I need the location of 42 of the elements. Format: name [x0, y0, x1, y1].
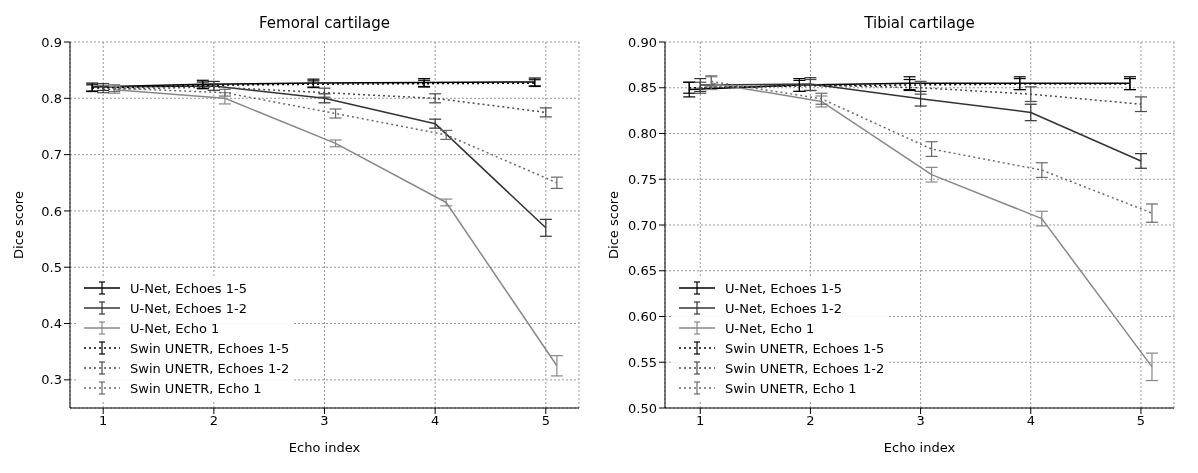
x-axis-title: Echo index	[288, 440, 361, 455]
y-tick-label: 0.8	[41, 90, 62, 106]
x-tick-label: 2	[209, 413, 218, 429]
chart-title: Tibial cartilage	[864, 14, 975, 32]
y-tick-label: 0.85	[628, 80, 657, 96]
y-tick-label: 0.7	[41, 147, 62, 163]
x-tick-label: 3	[916, 413, 925, 429]
y-tick-label: 0.50	[628, 400, 657, 416]
legend-label: U-Net, Echoes 1-5	[130, 280, 247, 296]
x-tick-label: 5	[1136, 413, 1146, 429]
y-tick-label: 0.55	[628, 354, 657, 370]
y-tick-label: 0.65	[628, 263, 657, 279]
legend-label: U-Net, Echo 1	[725, 320, 815, 336]
x-tick-label: 2	[806, 413, 815, 429]
chart-title: Femoral cartilage	[259, 14, 390, 32]
y-tick-label: 0.70	[628, 217, 657, 233]
legend-label: Swin UNETR, Echoes 1-2	[725, 360, 885, 376]
legend-label: U-Net, Echoes 1-5	[725, 280, 842, 296]
x-tick-label: 5	[541, 413, 550, 429]
y-tick-label: 0.4	[41, 316, 62, 332]
x-axis-title: Echo index	[883, 440, 956, 455]
legend-label: Swin UNETR, Echoes 1-2	[130, 360, 290, 376]
legend-label: U-Net, Echoes 1-2	[725, 300, 842, 316]
y-tick-label: 0.75	[628, 171, 657, 187]
legend-label: U-Net, Echoes 1-2	[130, 300, 247, 316]
y-tick-label: 0.3	[41, 372, 62, 388]
legend-label: Swin UNETR, Echoes 1-5	[130, 340, 290, 356]
y-axis-title: Dice score	[605, 191, 621, 259]
y-tick-label: 0.6	[41, 203, 62, 219]
legend-label: Swin UNETR, Echo 1	[725, 380, 857, 396]
legend-label: Swin UNETR, Echo 1	[130, 380, 262, 396]
x-tick-label: 3	[320, 413, 329, 429]
y-tick-label: 0.60	[628, 309, 657, 325]
x-tick-label: 4	[431, 413, 440, 429]
x-tick-label: 1	[696, 413, 705, 429]
legend-label: Swin UNETR, Echoes 1-5	[725, 340, 885, 356]
y-tick-label: 0.80	[628, 126, 657, 142]
y-tick-label: 0.5	[41, 259, 62, 275]
y-axis-title: Dice score	[10, 191, 26, 259]
legend-label: U-Net, Echo 1	[130, 320, 220, 336]
x-tick-label: 4	[1026, 413, 1035, 429]
x-tick-label: 1	[99, 413, 108, 429]
